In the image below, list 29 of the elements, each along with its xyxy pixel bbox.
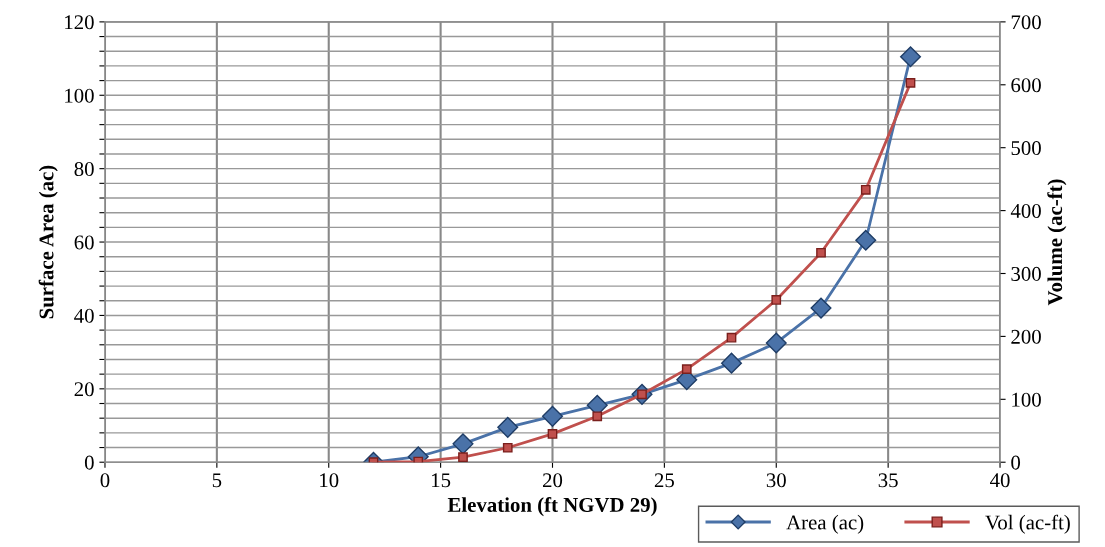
x-axis-title: Elevation (ft NGVD 29)	[447, 497, 657, 517]
y-axis-title: Surface Area (ac)	[38, 165, 58, 319]
y-tick-label: 100	[65, 88, 94, 103]
x-tick-label: 40	[990, 473, 1010, 488]
y-tick-label: 80	[74, 162, 94, 177]
legend-label: Vol (ac-ft)	[985, 514, 1070, 534]
legend-label: Area (ac)	[786, 514, 864, 534]
y-tick-label: 120	[65, 15, 94, 30]
y2-tick-label: 600	[1011, 78, 1041, 93]
y2-tick-label: 200	[1011, 329, 1041, 344]
x-tick-label: 5	[212, 473, 222, 488]
x-tick-label: 30	[766, 473, 786, 488]
y2-tick-label: 500	[1011, 141, 1041, 156]
x-tick-label: 0	[100, 473, 110, 488]
x-tick-label: 10	[320, 473, 339, 488]
y2-tick-label: 100	[1012, 392, 1041, 407]
y2-tick-label: 0	[1011, 455, 1021, 470]
y2-tick-label: 400	[1010, 203, 1041, 219]
x-tick-label: 15	[432, 473, 451, 488]
y-tick-label: 0	[84, 455, 94, 470]
y-tick-label: 20	[74, 382, 94, 397]
x-tick-label: 25	[654, 473, 674, 488]
y-tick-label: 60	[74, 235, 94, 250]
x-tick-label: 35	[878, 473, 898, 488]
y2-axis-title: Volume (ac-ft)	[1047, 179, 1067, 306]
y-tick-label: 40	[74, 308, 94, 323]
y2-tick-label: 700	[1011, 15, 1041, 30]
y2-tick-label: 300	[1011, 266, 1041, 281]
x-tick-label: 20	[543, 473, 563, 488]
